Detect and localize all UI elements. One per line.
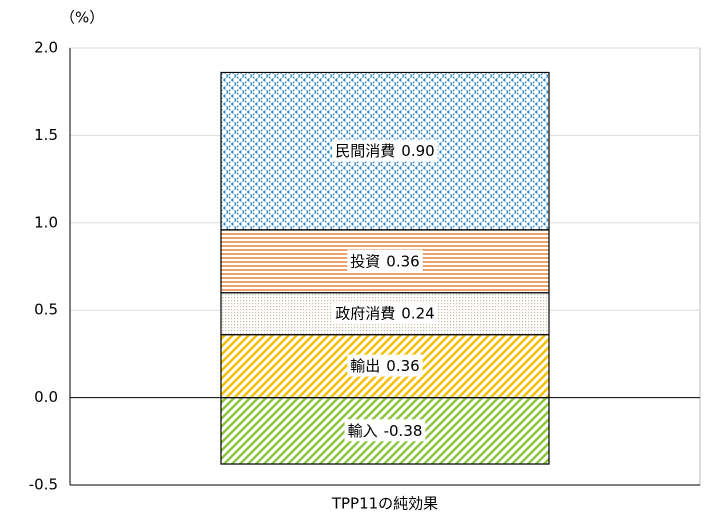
y-tick-label: 1.0 (34, 213, 58, 231)
x-tick-label: TPP11の純効果 (331, 495, 438, 513)
value-label: -0.38 (384, 421, 423, 439)
data-label-bg (347, 249, 423, 272)
data-label-bg (332, 139, 438, 162)
series-name: 政府消費 (335, 304, 395, 322)
data-label-bg (344, 419, 426, 442)
value-label: 0.36 (386, 357, 419, 375)
series-name: 輸出 (350, 357, 380, 375)
data-label-text: 民間消費 0.90 (335, 142, 434, 160)
series-name: 投資 (350, 252, 380, 270)
value-label: 0.24 (401, 304, 434, 322)
series-name: 民間消費 (335, 142, 395, 160)
series-name: 輸入 (348, 421, 378, 439)
y-tick-label: 1.5 (34, 126, 58, 144)
data-label-text: 輸出 0.36 (350, 357, 419, 375)
y-tick-label: 0.0 (34, 388, 58, 406)
data-label-bg (347, 354, 423, 377)
y-tick-label: 0.5 (34, 301, 58, 319)
data-label: 政府消費 0.24 (332, 302, 438, 325)
data-label: 投資 0.36 (347, 249, 423, 272)
data-label-text: 政府消費 0.24 (335, 304, 434, 322)
data-label: 民間消費 0.90 (332, 139, 438, 162)
data-label-text: 投資 0.36 (350, 252, 419, 270)
y-tick-label: 2.0 (34, 39, 58, 57)
y-axis-label: （%） (60, 9, 104, 27)
value-label: 0.36 (386, 252, 419, 270)
y-tick-label: -0.5 (29, 476, 58, 494)
data-label: 輸入 -0.38 (344, 419, 426, 442)
value-label: 0.90 (401, 142, 434, 160)
data-label-text: 輸入 -0.38 (348, 421, 423, 439)
data-label: 輸出 0.36 (347, 354, 423, 377)
data-label-bg (332, 302, 438, 325)
